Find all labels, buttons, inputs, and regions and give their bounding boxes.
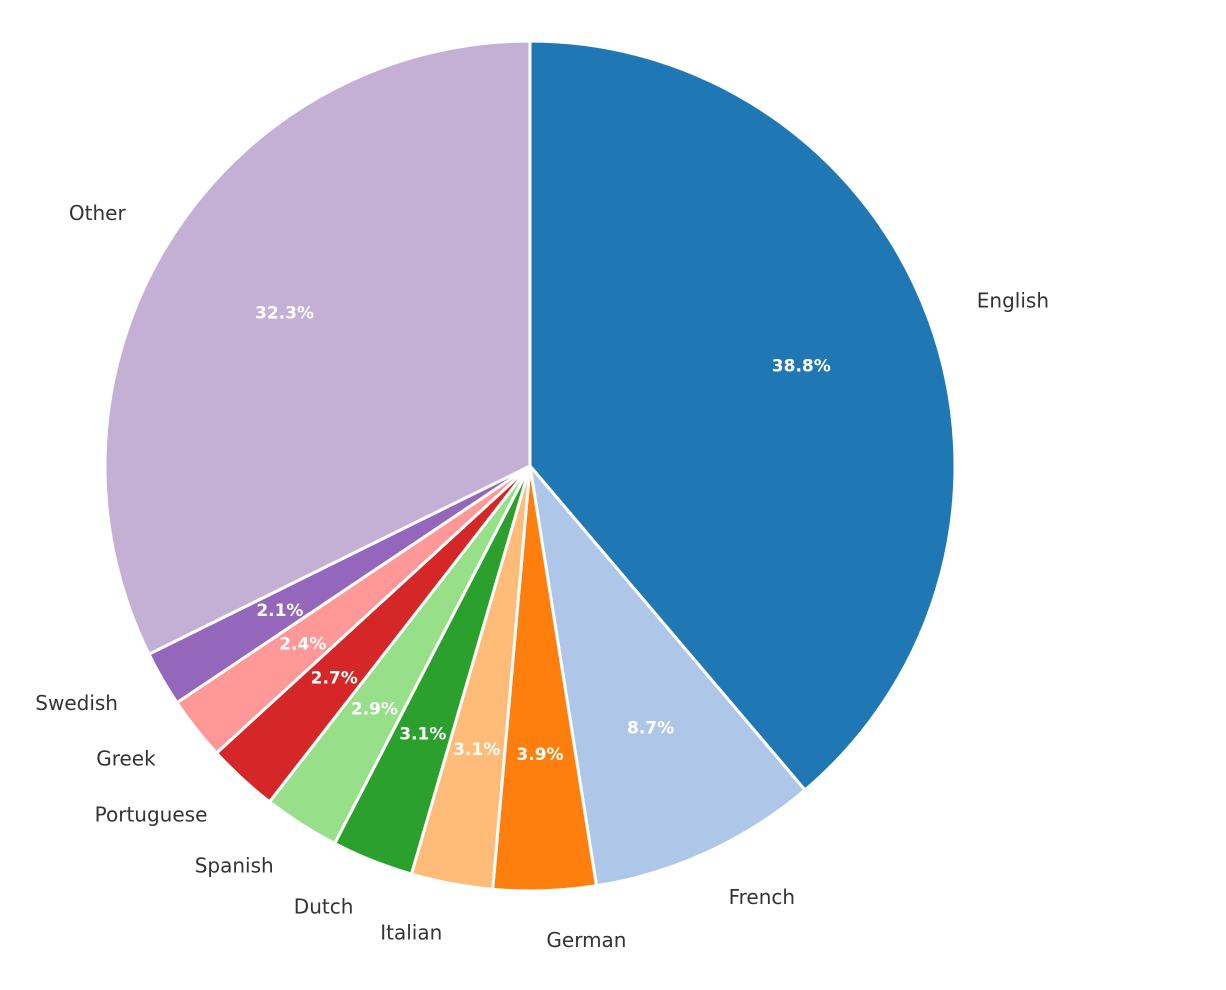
percent-label-french: 8.7% [627,719,674,739]
percent-label-italian: 3.1% [453,740,500,760]
percent-label-english: 38.8% [772,356,831,376]
category-label-english: English [977,288,1049,312]
category-label-portuguese: Portuguese [95,803,208,827]
percent-label-german: 3.9% [516,745,563,765]
percent-label-dutch: 3.1% [399,724,446,744]
pie-slice-other [103,39,532,656]
category-label-swedish: Swedish [35,691,118,715]
pie-slice-french [528,464,807,888]
category-labels-layer: English French German Italian Dutch Spanish Po… [35,201,1049,952]
percent-label-other: 32.3% [255,304,314,324]
percent-label-spanish: 2.9% [351,700,398,720]
pie-slice-english [528,39,957,792]
slices-layer [103,39,957,893]
percent-label-greek: 2.4% [279,635,326,655]
category-label-french: French [729,885,795,909]
category-label-italian: Italian [380,920,442,944]
category-label-german: German [546,928,626,952]
category-label-spanish: Spanish [195,854,274,878]
percent-labels-layer: 38.8%8.7%3.9%3.1%3.1%2.9%2.7%2.4%2.1%32.… [255,304,831,765]
category-label-dutch: Dutch [294,895,354,919]
category-label-greek: Greek [96,747,156,771]
category-label-other: Other [69,201,127,225]
percent-label-swedish: 2.1% [256,601,303,621]
percent-label-portuguese: 2.7% [311,669,358,689]
